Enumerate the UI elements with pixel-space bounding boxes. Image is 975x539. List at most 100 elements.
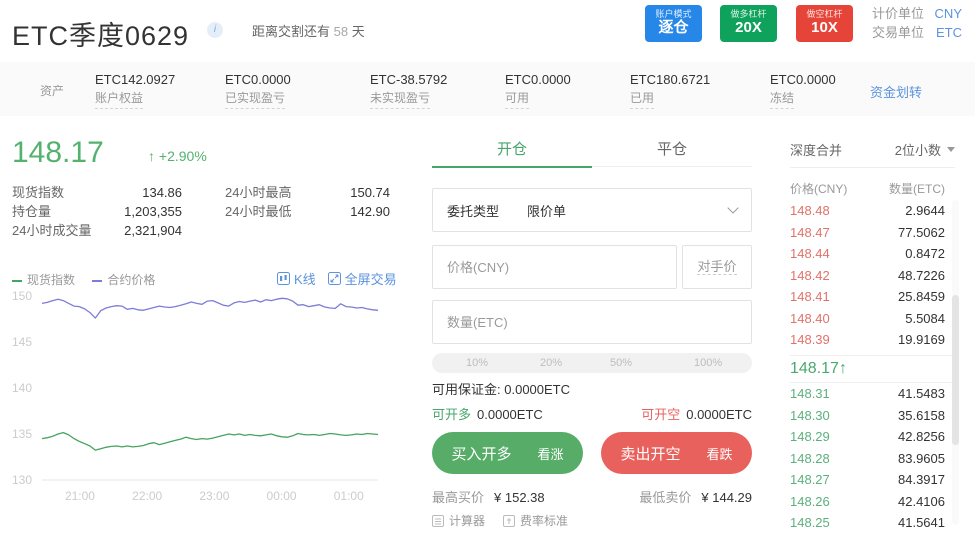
asset-value: ETC180.6721 <box>630 72 711 87</box>
decimal-merge-select[interactable]: 2位小数 <box>895 140 955 159</box>
orderbook-bid-row[interactable]: 148.26 42.4106 <box>790 491 945 513</box>
active-tab-underline <box>432 166 592 168</box>
orderbook-bid-row[interactable]: 148.27 84.3917 <box>790 469 945 491</box>
kline-link[interactable]: K线 <box>277 269 316 288</box>
short-leverage-value: 10X <box>811 19 838 36</box>
buy-open-long-button[interactable]: 买入开多 看涨 <box>432 432 583 474</box>
sell-open-short-button[interactable]: 卖出开空 看跌 <box>601 432 752 474</box>
orderbook-amount: 25.8459 <box>898 289 945 304</box>
orderbook-amount: 83.9605 <box>898 450 945 466</box>
stat-value: 134.86 <box>142 185 182 200</box>
short-leverage-button[interactable]: 做空杠杆 10X <box>796 5 853 42</box>
amount-input[interactable] <box>432 300 752 344</box>
asset-unrealized-pnl: ETC-38.5792 未实现盈亏 <box>370 70 447 109</box>
orderbook-bid-row[interactable]: 148.25 41.5641 <box>790 512 945 534</box>
orderbook-scrollbar-thumb[interactable] <box>952 295 959 445</box>
fullscreen-trade-link[interactable]: 全屏交易 <box>327 269 397 288</box>
stat-value: 1,203,355 <box>124 204 182 219</box>
orderbook-amount: 2.9644 <box>905 203 945 218</box>
col-amount-header: 数量(ETC) <box>889 182 945 196</box>
tab-close-position[interactable]: 平仓 <box>656 141 687 158</box>
orderbook-price: 148.26 <box>790 493 830 509</box>
open-long-value: 0.0000ETC <box>477 407 543 422</box>
asset-value: ETC0.0000 <box>225 72 291 87</box>
orderbook-ask-row[interactable]: 148.41 25.8459 <box>790 286 945 308</box>
legend-label-spot: 现货指数 <box>27 273 76 287</box>
quote-unit-label: 计价单位 <box>872 6 925 21</box>
orderbook-ask-row[interactable]: 148.40 5.5084 <box>790 308 945 330</box>
orderbook-price: 148.44 <box>790 246 830 261</box>
chart-tick-label: 135 <box>12 427 32 441</box>
chart-legend: 现货指数 合约价格 <box>12 271 155 288</box>
price-input[interactable] <box>432 245 677 289</box>
price-chart[interactable]: 130 135 140 145 150 21:00 22:00 23:00 00:00 01:00 <box>0 286 420 511</box>
open-short-value: 0.0000ETC <box>686 407 752 422</box>
orderbook-price: 148.29 <box>790 429 830 444</box>
fee-standard-link[interactable]: 费率标准 <box>503 512 568 529</box>
long-leverage-button[interactable]: 做多杠杆 20X <box>720 5 777 42</box>
orderbook-amount: 0.8472 <box>905 246 945 261</box>
sell-button-main: 卖出开空 <box>620 445 681 463</box>
buy-button-main: 买入开多 <box>451 445 512 463</box>
orderbook-amount: 42.8256 <box>898 429 945 444</box>
open-capacity-row: 可开多 0.0000ETC 可开空 0.0000ETC <box>432 404 752 423</box>
orderbook-scrollbar[interactable] <box>952 200 959 525</box>
amount-percent-slider[interactable]: 10% 20% 50% 100% <box>432 353 752 373</box>
calculator-label: 计算器 <box>449 514 486 528</box>
calculator-icon <box>432 514 444 527</box>
stats-right: 24小时最高 150.74 24小时最低 142.90 <box>225 183 390 221</box>
delivery-days: 58 <box>333 24 349 39</box>
chart-tick-label: 22:00 <box>132 489 162 503</box>
order-type-select[interactable]: 委托类型 限价单 <box>432 188 752 232</box>
stat-label: 24小时最低 <box>225 204 292 219</box>
legend-dash-contract <box>92 279 103 282</box>
percent-10[interactable]: 10% <box>466 357 489 369</box>
asset-label: 未实现盈亏 <box>370 89 431 109</box>
orderbook-amount: 77.5062 <box>898 224 945 240</box>
orderbook-ask-row[interactable]: 148.39 19.9169 <box>790 329 945 351</box>
change-percent: +2.90% <box>158 148 207 164</box>
orderbook-price: 148.39 <box>790 332 830 347</box>
chart-tick-label: 01:00 <box>334 489 364 503</box>
orderbook-amount: 41.5483 <box>898 386 945 401</box>
orderbook-ask-row[interactable]: 148.48 2.9644 <box>790 200 945 222</box>
counterparty-price-button[interactable]: 对手价 <box>682 245 752 289</box>
depth-merge-row: 深度合并 2位小数 <box>790 140 955 159</box>
asset-label: 已实现盈亏 <box>225 89 286 109</box>
caret-down-icon <box>947 147 955 152</box>
asset-label: 已用 <box>630 89 655 109</box>
trade-unit-label: 交易单位 <box>872 25 925 40</box>
asset-value: ETC0.0000 <box>770 72 836 87</box>
calculator-link[interactable]: 计算器 <box>432 512 485 529</box>
fund-transfer-link[interactable]: 资金划转 <box>870 85 923 100</box>
order-type-label: 委托类型 <box>447 203 500 219</box>
tab-open-position[interactable]: 开仓 <box>496 141 527 158</box>
account-mode-value: 逐仓 <box>658 19 689 36</box>
orderbook-asks: 148.48 2.9644 148.47 77.5062 148.44 0.8472 148… <box>790 200 945 351</box>
orderbook-ask-row[interactable]: 148.44 0.8472 <box>790 243 945 265</box>
delivery-countdown: 距离交割还有 58 天 <box>252 21 365 40</box>
account-mode-button[interactable]: 账户模式 逐仓 <box>645 5 702 42</box>
short-leverage-label: 做空杠杆 <box>806 9 843 19</box>
orderbook-amount: 19.9169 <box>898 332 945 347</box>
chart-tick-label: 130 <box>12 473 32 487</box>
orderbook-bid-row[interactable]: 148.29 42.8256 <box>790 426 945 448</box>
percent-20[interactable]: 20% <box>540 357 563 369</box>
percent-50[interactable]: 50% <box>610 357 633 369</box>
asset-available: ETC0.0000 可用 <box>505 70 571 109</box>
orderbook-bid-row[interactable]: 148.30 35.6158 <box>790 405 945 427</box>
orderbook-bid-row[interactable]: 148.28 83.9605 <box>790 448 945 470</box>
stat-label: 现货指数 <box>12 185 65 200</box>
percent-100[interactable]: 100% <box>694 357 723 369</box>
delivery-unit: 天 <box>351 24 365 39</box>
last-price-arrow-icon: ↑ <box>838 360 847 377</box>
orderbook-ask-row[interactable]: 148.42 48.7226 <box>790 265 945 287</box>
delivery-label: 距离交割还有 <box>252 24 331 39</box>
orderbook-ask-row[interactable]: 148.47 77.5062 <box>790 222 945 244</box>
orderbook-bid-row[interactable]: 148.31 41.5483 <box>790 383 945 405</box>
info-icon[interactable]: i <box>207 22 223 38</box>
chart-tick-label: 145 <box>12 335 32 349</box>
chevron-down-icon <box>727 202 739 214</box>
stat-value: 150.74 <box>350 185 390 200</box>
